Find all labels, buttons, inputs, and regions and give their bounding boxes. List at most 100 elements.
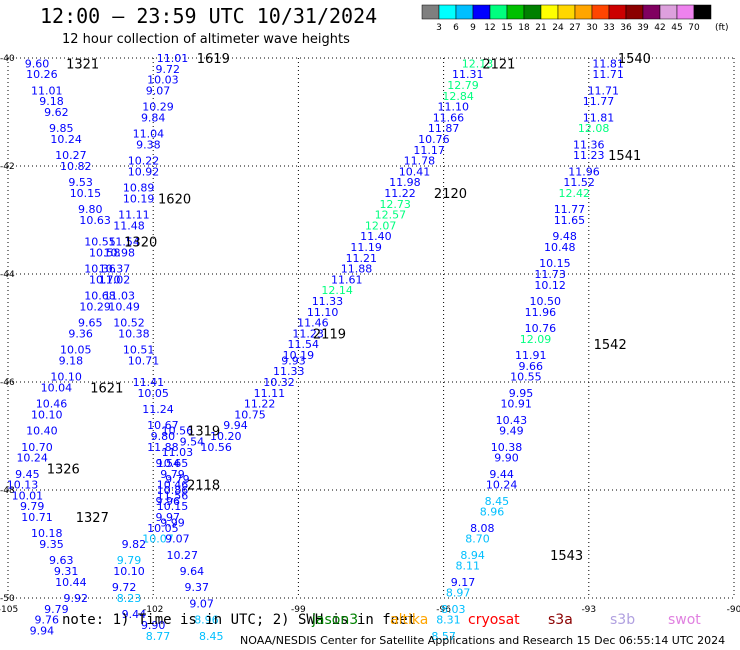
x-tick-label: -93 [581, 605, 596, 615]
satellite-legend-s3b: s3b [610, 612, 636, 628]
wave-height-label: 9.64 [180, 565, 205, 578]
wave-height-label: 10.07 [142, 533, 174, 546]
wave-height-label: 9.99 [160, 516, 185, 529]
wave-height-label: 10.46 [36, 398, 68, 411]
wave-height-label: 9.31 [54, 565, 79, 578]
wave-height-label: 10.12 [534, 279, 566, 292]
wave-height-label: 9.94 [30, 624, 55, 637]
wave-height-label: 10.65 [157, 457, 189, 470]
wave-height-label: 11.54 [108, 236, 140, 249]
wave-height-label: 11.10 [438, 101, 470, 114]
wave-height-label: 10.51 [123, 344, 155, 357]
wave-height-label: 9.63 [49, 554, 74, 567]
y-tick-label: -44 [0, 270, 15, 280]
wave-height-label: 10.36 [84, 263, 116, 276]
wave-height-label: 10.32 [263, 376, 295, 389]
wave-height-label: 10.29 [79, 300, 111, 313]
wave-height-label: 11.61 [331, 273, 363, 286]
wave-height-label: 10.38 [491, 441, 523, 454]
wave-height-label: 11.03 [162, 446, 194, 459]
colorbar-swatch [506, 4, 525, 20]
wave-height-label: 8.31 [436, 614, 461, 627]
wave-height-label: 10.50 [529, 295, 561, 308]
wave-height-label: 9.66 [518, 360, 543, 373]
wave-height-label: 10.71 [128, 354, 160, 367]
wave-height-label: 10.38 [118, 327, 150, 340]
pass-label: 1621 [90, 381, 123, 396]
pass-label: 1541 [608, 149, 641, 164]
wave-height-label: 10.55 [84, 236, 116, 249]
wave-height-label: 11.91 [515, 349, 547, 362]
wave-height-label: 10.89 [123, 182, 155, 195]
wave-height-label: 11.77 [554, 203, 586, 216]
wave-height-label: 9.85 [49, 122, 74, 135]
wave-height-label: 10.63 [79, 214, 111, 227]
wave-height-label: 9.76 [34, 614, 59, 627]
wave-height-label: 11.01 [157, 52, 189, 65]
wave-height-label: 10.03 [147, 74, 179, 87]
wave-height-label: 12.57 [375, 209, 407, 222]
colorbar-swatch [455, 4, 474, 20]
x-tick-label: -90 [727, 605, 740, 615]
wave-height-label: 10.04 [41, 381, 73, 394]
wave-height-label: 11.21 [346, 252, 378, 265]
wave-height-label: 10.56 [162, 425, 194, 438]
wave-height-label: 12.14 [321, 284, 353, 297]
pass-label: 1543 [550, 549, 583, 564]
colorbar-label: 15 [501, 23, 512, 33]
wave-height-label: 11.66 [433, 111, 465, 124]
wave-height-label: 10.24 [486, 479, 518, 492]
wave-height-label: 8.45 [485, 495, 510, 508]
wave-height-label: 9.17 [451, 576, 476, 589]
wave-height-label: 9.60 [25, 57, 50, 70]
wave-height-label: 9.53 [68, 176, 93, 189]
wave-height-label: 10.49 [108, 300, 140, 313]
wave-height-label: 9.94 [223, 419, 248, 432]
wave-height-label: 8.94 [460, 549, 485, 562]
wave-height-label: 9.07 [146, 84, 171, 97]
x-tick-label: -96 [436, 605, 451, 615]
colorbar-label: 12 [484, 23, 495, 33]
colorbar-swatch [489, 4, 508, 20]
satellite-legend-altika: altika [390, 612, 429, 628]
colorbar-label: 45 [671, 23, 682, 33]
wave-height-label: 9.80 [78, 203, 103, 216]
wave-height-label: 9.79 [160, 468, 185, 481]
wave-height-label: 9.72 [112, 581, 137, 594]
pass-label: 1320 [124, 236, 157, 251]
colorbar-swatch [625, 4, 644, 20]
wave-height-label: 10.15 [539, 257, 571, 270]
wave-height-label: 10.27 [166, 549, 198, 562]
wave-height-label: 10.18 [31, 527, 63, 540]
wave-height-label: 12.84 [442, 90, 474, 103]
satellite-legend-jason3: jason3 [312, 612, 359, 628]
y-tick-label: -42 [0, 162, 15, 172]
wave-height-label: 11.33 [273, 365, 305, 378]
wave-height-label: 11.52 [563, 176, 595, 189]
wave-height-label: 12.09 [520, 333, 552, 346]
wave-height-label: 9.07 [189, 597, 214, 610]
colorbar-label: 21 [535, 23, 546, 33]
wave-height-label: 11.81 [592, 57, 624, 70]
wave-height-label: 11.31 [452, 68, 484, 81]
colorbar-swatch [540, 4, 559, 20]
colorbar-label: 36 [620, 23, 632, 33]
wave-height-label: 11.96 [568, 165, 600, 178]
wave-height-label: 9.79 [20, 500, 45, 513]
wave-height-label: 11.02 [99, 273, 131, 286]
wave-height-label: 10.01 [12, 489, 44, 502]
wave-height-label: 10.37 [99, 263, 131, 276]
wave-height-label: 10.52 [113, 317, 145, 330]
wave-height-label: 10.76 [418, 133, 450, 146]
wave-height-label: 10.55 [510, 371, 542, 384]
colorbar-swatch [642, 4, 661, 20]
wave-height-label: 11.41 [133, 376, 165, 389]
colorbar-label: 70 [688, 23, 700, 33]
wave-height-label: 8.96 [194, 614, 219, 627]
pass-label: 1542 [594, 338, 627, 353]
colorbar-swatch [659, 4, 678, 20]
wave-height-label: 10.15 [70, 187, 102, 200]
wave-height-label: 12.42 [559, 187, 591, 200]
colorbar-label: 6 [453, 23, 459, 33]
pass-label: 1321 [66, 57, 99, 72]
